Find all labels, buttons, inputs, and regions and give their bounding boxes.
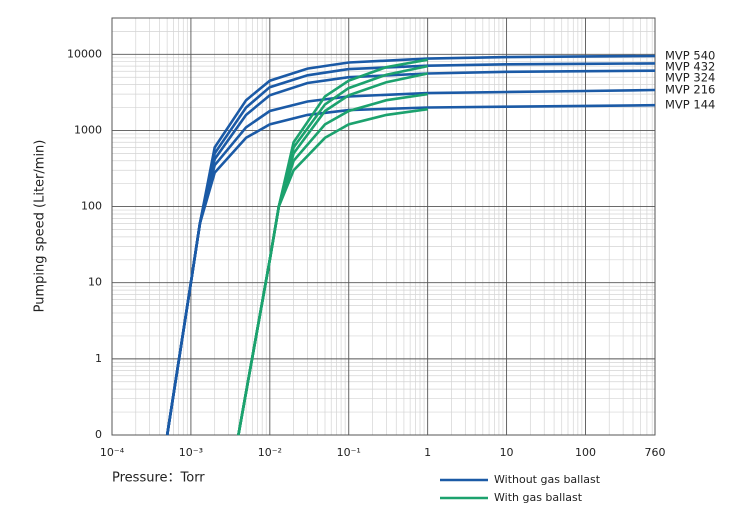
x-tick-label: 760 — [645, 446, 666, 459]
x-tick-label: 10⁻² — [258, 446, 282, 459]
plot-frame — [111, 17, 656, 436]
series-line — [237, 58, 428, 436]
series-line — [237, 107, 428, 436]
y-axis-label: Pumping speed (Liter/min) — [33, 140, 48, 313]
y-tick-label: 1000 — [74, 123, 102, 136]
x-axis-label: Pressure：Torr — [112, 471, 205, 486]
x-tick-label: 100 — [575, 446, 596, 459]
series-label: MVP 216 — [665, 82, 715, 96]
y-tick-label: 10 — [88, 276, 102, 289]
y-tick-label: 10000 — [67, 47, 102, 60]
legend-label: Without gas ballast — [494, 473, 601, 486]
series-line — [237, 72, 428, 436]
y-tick-label: 0 — [95, 428, 102, 441]
y-tick-label: 1 — [95, 352, 102, 365]
x-tick-label: 10⁻¹ — [337, 446, 361, 459]
legend-label: With gas ballast — [494, 491, 583, 504]
x-tick-label: 10⁻⁴ — [100, 446, 125, 459]
x-tick-label: 10⁻³ — [179, 446, 203, 459]
series-label: MVP 144 — [665, 98, 715, 112]
series-label: MVP 324 — [665, 71, 715, 85]
series-line — [237, 92, 428, 436]
series-label: MVP 432 — [665, 60, 715, 74]
series-line — [165, 103, 656, 436]
y-tick-label: 100 — [81, 200, 102, 213]
series-label: MVP 540 — [665, 49, 715, 63]
x-tick-label: 10 — [500, 446, 514, 459]
x-tick-label: 1 — [424, 446, 431, 459]
series-line — [237, 64, 428, 436]
